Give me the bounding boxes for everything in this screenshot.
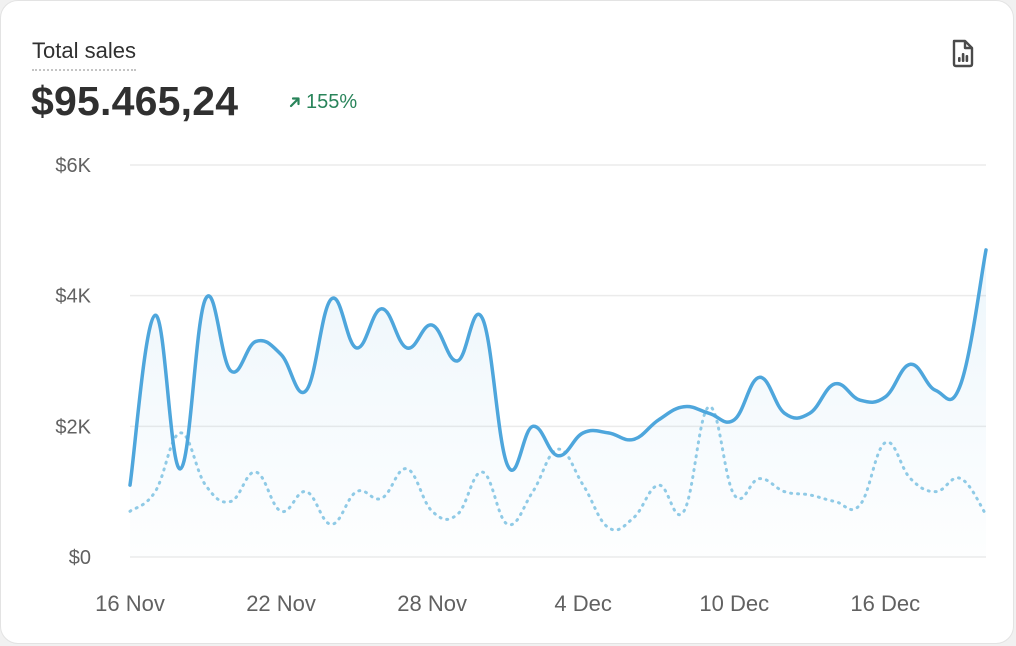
y-tick-label: $6K [55,155,91,177]
comparison-series-point [809,494,810,495]
x-tick-label: 10 Dec [699,591,769,616]
comparison-series-point [633,517,634,518]
primary-series-point [230,370,231,371]
comparison-series-point [709,406,710,407]
comparison-series-point [130,511,131,512]
comparison-series-point [784,491,785,492]
comparison-series-line [128,405,988,532]
primary-series-point [558,455,559,456]
x-tick-label: 16 Dec [850,591,920,616]
comparison-series-point [356,491,357,492]
comparison-series-point [734,494,735,495]
primary-series-point [281,354,282,355]
y-tick-label: $2K [55,416,91,438]
comparison-series-point [381,498,382,499]
change-indicator: 155% [288,90,357,114]
x-tick-label: 16 Nov [95,591,165,616]
primary-series-area [130,249,986,557]
primary-series-point [986,249,987,250]
arrow-up-right-icon [289,97,300,108]
comparison-series-point [608,527,609,528]
comparison-series-point [683,511,684,512]
primary-series-point [683,406,684,407]
primary-series-point [507,465,508,466]
comparison-series-point [230,501,231,502]
change-percent: 155% [306,91,358,113]
report-file-icon [952,39,974,68]
primary-series-point [180,468,181,469]
primary-series-point [532,426,533,427]
primary-series-point [935,390,936,391]
primary-series-point [155,315,156,316]
primary-series-point [381,308,382,309]
primary-series-point [331,298,332,299]
primary-series-point [482,318,483,319]
primary-series-point [432,325,433,326]
comparison-series-point [960,478,961,479]
primary-series-point [759,377,760,378]
comparison-series-point [658,485,659,486]
comparison-series-point [910,478,911,479]
comparison-series-point [306,491,307,492]
primary-series-point [205,298,206,299]
primary-series-point [910,364,911,365]
comparison-series-point [406,468,407,469]
x-tick-label: 22 Nov [246,591,316,616]
primary-series-point [608,432,609,433]
primary-series-point [734,419,735,420]
comparison-series-point [155,491,156,492]
comparison-series-point [507,524,508,525]
comparison-series-point [986,514,987,515]
primary-series-point [885,396,886,397]
comparison-series-point [331,524,332,525]
primary-series-point [457,361,458,362]
primary-series-point [834,383,835,384]
comparison-series-point [457,514,458,515]
comparison-series-point [432,511,433,512]
y-tick-label: $0 [69,547,91,569]
primary-series-point [130,485,131,486]
primary-series-point [406,347,407,348]
primary-series-point [356,347,357,348]
comparison-series-point [860,504,861,505]
primary-series-point [658,419,659,420]
comparison-series-point [205,485,206,486]
total-value: $95.465,24 [31,78,239,124]
comparison-series-point [558,449,559,450]
comparison-series-point [482,472,483,473]
comparison-series-point [834,501,835,502]
comparison-series-point [281,511,282,512]
primary-series-point [306,390,307,391]
comparison-series-point [180,432,181,433]
primary-series-point [709,413,710,414]
primary-series-point [860,400,861,401]
primary-series-line [128,248,988,487]
comparison-series-point [532,491,533,492]
card-title[interactable]: Total sales [32,38,136,71]
x-tick-label: 28 Nov [397,591,467,616]
primary-series-point [255,341,256,342]
comparison-series-point [885,442,886,443]
y-tick-label: $4K [55,286,91,308]
primary-series-point [784,413,785,414]
comparison-series-point [583,485,584,486]
primary-series-point [809,413,810,414]
primary-series-point [960,383,961,384]
comparison-series-point [935,491,936,492]
report-button[interactable] [941,31,985,75]
comparison-series-point [759,478,760,479]
primary-series-point [583,432,584,433]
primary-series-point [633,439,634,440]
x-tick-label: 4 Dec [554,591,611,616]
comparison-series-point [255,472,256,473]
